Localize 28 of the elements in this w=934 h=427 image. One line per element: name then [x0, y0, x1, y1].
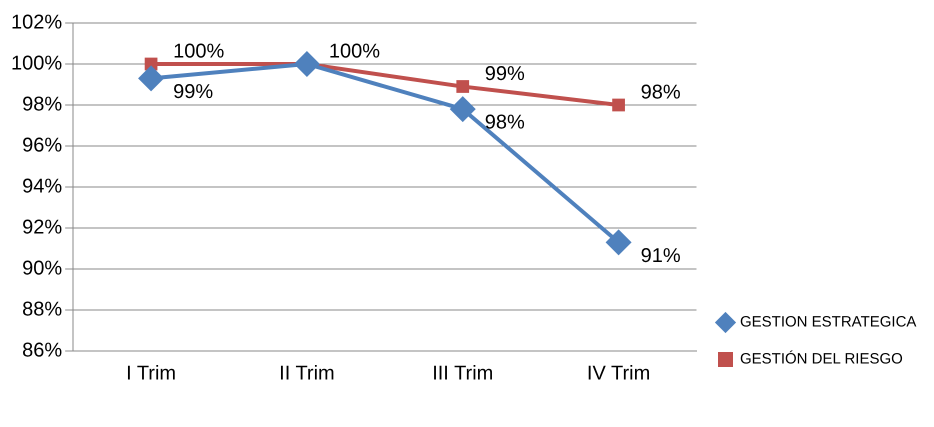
data-label: 98% — [484, 112, 525, 134]
point — [612, 98, 625, 112]
y-tick-label: 94% — [22, 176, 62, 198]
point — [456, 80, 470, 93]
x-tick-label: IV Trim — [586, 362, 650, 385]
point — [138, 65, 164, 92]
point — [294, 51, 320, 77]
y-tick-label: 100% — [10, 52, 62, 75]
data-label: 91% — [640, 244, 681, 267]
y-tick-label: 88% — [22, 298, 62, 321]
legend-label: GESTIÓN DEL RIESGO — [740, 350, 903, 368]
data-label: 99% — [484, 63, 525, 86]
point — [606, 229, 632, 256]
data-label: 100% — [173, 40, 224, 63]
x-tick-label: II Trim — [279, 362, 335, 385]
y-tick-label: 92% — [22, 216, 62, 239]
x-tick-label: I Trim — [126, 362, 176, 385]
point — [450, 96, 476, 122]
data-label: 99% — [173, 80, 214, 103]
y-tick-label: 86% — [22, 340, 62, 362]
y-tick-label: 102% — [10, 12, 62, 34]
y-tick-label: 98% — [22, 94, 62, 116]
y-tick-label: 96% — [22, 134, 62, 157]
x-tick-label: III Trim — [432, 362, 494, 385]
data-label: 98% — [640, 82, 681, 104]
legend-label: GESTION ESTRATEGICA — [740, 314, 916, 331]
y-tick-label: 90% — [22, 258, 62, 280]
data-label: 100% — [328, 40, 380, 63]
